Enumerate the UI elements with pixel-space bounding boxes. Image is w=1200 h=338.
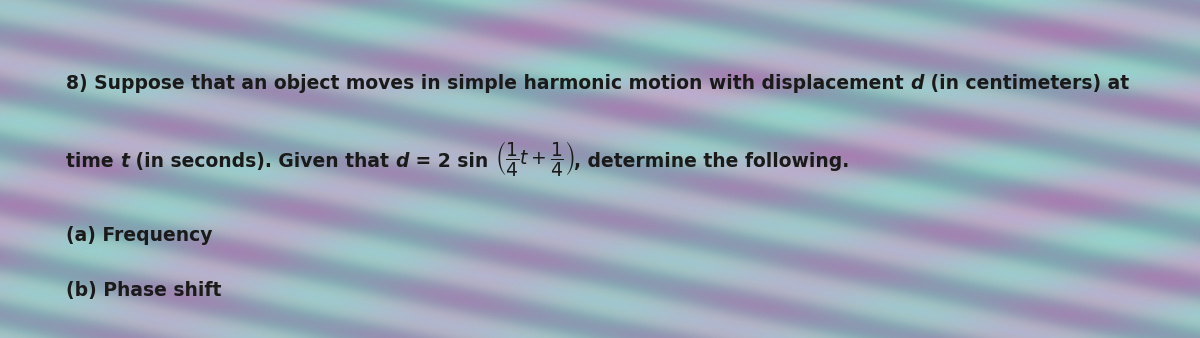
Text: time: time <box>66 152 120 171</box>
Text: 8) Suppose that an object moves in simple harmonic motion with displacement: 8) Suppose that an object moves in simpl… <box>66 74 910 93</box>
Text: (in seconds). Given that: (in seconds). Given that <box>130 152 396 171</box>
Text: (b) Phase shift: (b) Phase shift <box>66 281 221 299</box>
Text: = 2 sin: = 2 sin <box>409 152 494 171</box>
Text: $\left(\dfrac{1}{4}t+\dfrac{1}{4}\right)$: $\left(\dfrac{1}{4}t+\dfrac{1}{4}\right)… <box>494 139 575 177</box>
Text: d: d <box>396 152 409 171</box>
Text: (a) Frequency: (a) Frequency <box>66 226 212 245</box>
Text: , determine the following.: , determine the following. <box>575 152 850 171</box>
Text: d: d <box>910 74 924 93</box>
Text: (in centimeters) at: (in centimeters) at <box>924 74 1129 93</box>
Text: t: t <box>120 152 130 171</box>
